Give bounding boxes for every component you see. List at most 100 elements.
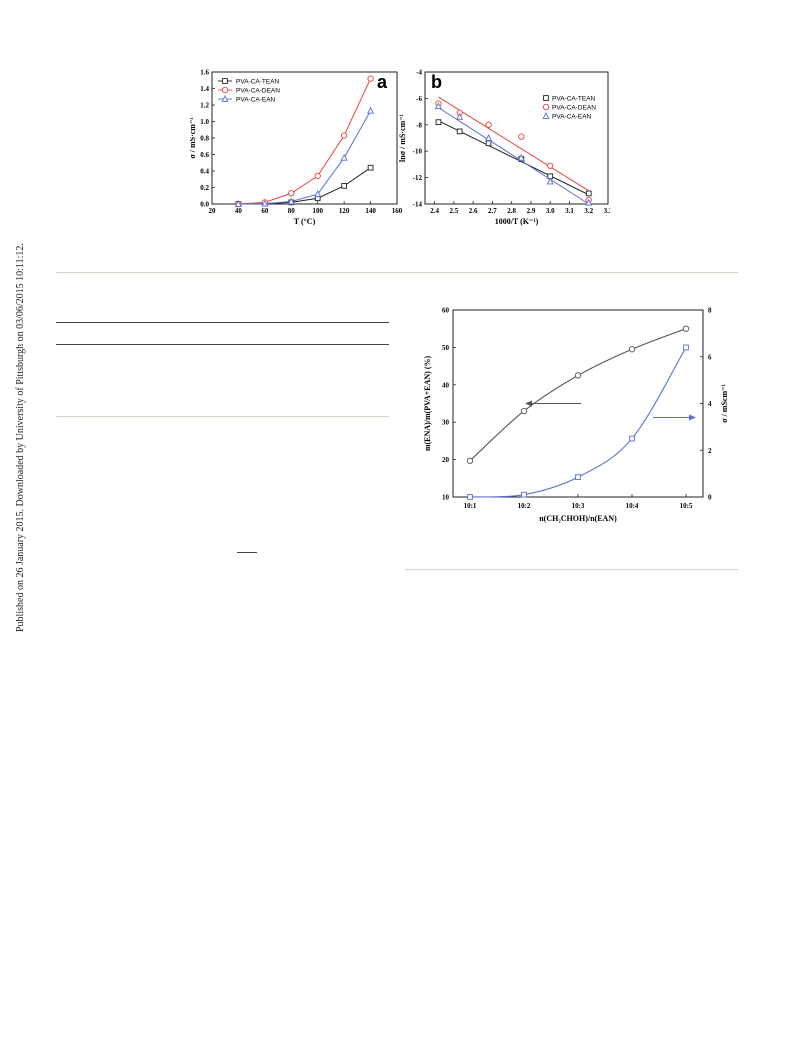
left-axis-arrowhead: [525, 400, 532, 407]
data-point: [585, 190, 592, 197]
y-tick-label: 1.2: [200, 102, 209, 110]
y-tick-label: -8: [416, 121, 422, 129]
y-tick-label: -10: [413, 148, 423, 156]
data-point: [340, 153, 348, 161]
table-rule-top: [56, 322, 389, 323]
data-point: [435, 119, 442, 126]
fraction-bar: [237, 552, 257, 553]
right-axis-arrowhead: [689, 414, 696, 421]
y-tick-label: 1.0: [200, 118, 209, 126]
x-tick-label: 3.2: [584, 207, 593, 215]
y-tick-label: 0.4: [200, 168, 209, 176]
y-tick-label: 1.4: [200, 85, 209, 93]
data-point: [547, 162, 554, 169]
x-tick-label: 20: [209, 207, 217, 215]
x-tick-label: 2.9: [527, 207, 536, 215]
y-tick-label: 0.0: [200, 201, 209, 209]
x-tick-label: 120: [339, 207, 350, 215]
fit-line: [438, 96, 590, 192]
data-point: [682, 325, 690, 332]
legend-swatch-marker: [542, 112, 550, 119]
y-left-tick-label: 40: [442, 381, 450, 389]
data-point: [314, 172, 321, 180]
fit-line: [438, 107, 590, 205]
data-point: [341, 182, 347, 189]
x-tick-label: 2.4: [430, 207, 439, 215]
data-point: [467, 494, 473, 500]
figure-conductivity-panels: 20 40 60 80 100 120 140 160 0.0 0.2 0.4 0.6 0.8 1.0 1.…: [190, 69, 610, 227]
legend-label: PVA-CA-DEAN: [552, 104, 596, 111]
x-tick-label: 140: [365, 207, 376, 215]
y-axis-title: lnσ / mS·cm⁻¹: [398, 113, 407, 161]
y-left-tick-label: 30: [442, 419, 450, 427]
x-tick-label: 2.8: [507, 207, 516, 215]
y-right-tick-label: 6: [708, 353, 712, 361]
data-point: [521, 491, 527, 498]
y-tick-label: 0.8: [200, 135, 209, 143]
y-tick-label: 1.6: [200, 69, 209, 77]
data-point: [234, 200, 242, 207]
legend-swatch-marker: [221, 86, 229, 94]
x-tick-label: 10:5: [680, 502, 693, 510]
data-point: [575, 474, 581, 480]
panel-a-chart: 20 40 60 80 100 120 140 160 0.0 0.2 0.4 0.6 0.8 1.0 1.…: [190, 69, 403, 227]
table-rule-mid: [56, 344, 389, 345]
y-left-axis-title: m(ENA)/m(PVA+EAN) (%): [423, 356, 432, 452]
legend-swatch-marker: [222, 78, 228, 84]
download-watermark: Published on 26 January 2015. Downloaded…: [3, 212, 26, 632]
y-left-tick-label: 50: [442, 344, 450, 352]
section-divider: [56, 272, 738, 273]
y-left-tick-label: 20: [442, 456, 450, 464]
x-tick-label: 3.3: [604, 207, 610, 215]
series-curve: [469, 347, 687, 498]
y-left-tick-label: 10: [442, 494, 450, 502]
y-tick-label: -6: [416, 95, 422, 103]
series-line: [238, 167, 371, 205]
panel-b-chart: 2.4 2.5 2.6 2.7 2.8 2.9 3.0 3.1 3.2 3.3 -4 -6 -8 -10 -…: [398, 69, 610, 227]
legend-swatch-marker: [542, 103, 550, 111]
legend-label: PVA-CA-DEAN: [236, 87, 280, 94]
data-point: [466, 457, 474, 464]
x-tick-label: 3.0: [546, 207, 555, 215]
data-point: [261, 199, 269, 207]
data-point: [485, 140, 492, 147]
data-point: [288, 190, 295, 197]
y-tick-label: 0.2: [200, 184, 209, 192]
data-point: [434, 102, 443, 110]
panel-b-frame: [424, 71, 609, 205]
data-point: [574, 372, 582, 379]
x-tick-label: 160: [392, 207, 403, 215]
data-point: [367, 106, 375, 114]
legend-swatch-marker: [543, 95, 549, 101]
x-tick-label: 80: [288, 207, 296, 215]
x-tick-label: 10:3: [572, 502, 585, 510]
data-point: [287, 197, 295, 205]
y-right-axis-title: σ / mScm⁻¹: [720, 384, 729, 423]
x-axis-title: 1000/T (K⁻¹): [495, 217, 539, 226]
y-tick-label: -12: [413, 174, 423, 182]
series-line: [238, 110, 372, 205]
legend-label: PVA-CA-EAN: [552, 113, 592, 120]
data-point: [683, 344, 689, 351]
y-axis-title: σ / mS·cm⁻¹: [190, 117, 197, 159]
data-point: [485, 134, 493, 141]
data-point: [585, 198, 593, 206]
x-tick-label: 2.5: [450, 207, 459, 215]
legend-swatch-marker: [221, 95, 229, 102]
data-point: [520, 407, 528, 415]
legend-label: PVA-CA-TEAN: [236, 78, 280, 85]
y-right-tick-label: 2: [708, 447, 712, 455]
series-curve: [469, 328, 687, 462]
panel-letter: b: [431, 72, 442, 92]
x-tick-label: 100: [312, 207, 323, 215]
data-point: [629, 435, 635, 442]
figure-divider: [405, 569, 738, 570]
x-tick-label: 2.6: [469, 207, 478, 215]
data-point: [628, 346, 636, 353]
y-left-tick-label: 60: [442, 307, 450, 315]
figure-composition-chart: 10:1 10:2 10:3 10:4 10:5 10 20 30 40 50 60 0 2 4 6 8 n(C…: [423, 307, 729, 524]
data-point: [518, 133, 525, 140]
x-tick-label: 2.7: [488, 207, 497, 215]
x-tick-label: 40: [235, 207, 243, 215]
x-tick-label: 10:1: [464, 502, 477, 510]
